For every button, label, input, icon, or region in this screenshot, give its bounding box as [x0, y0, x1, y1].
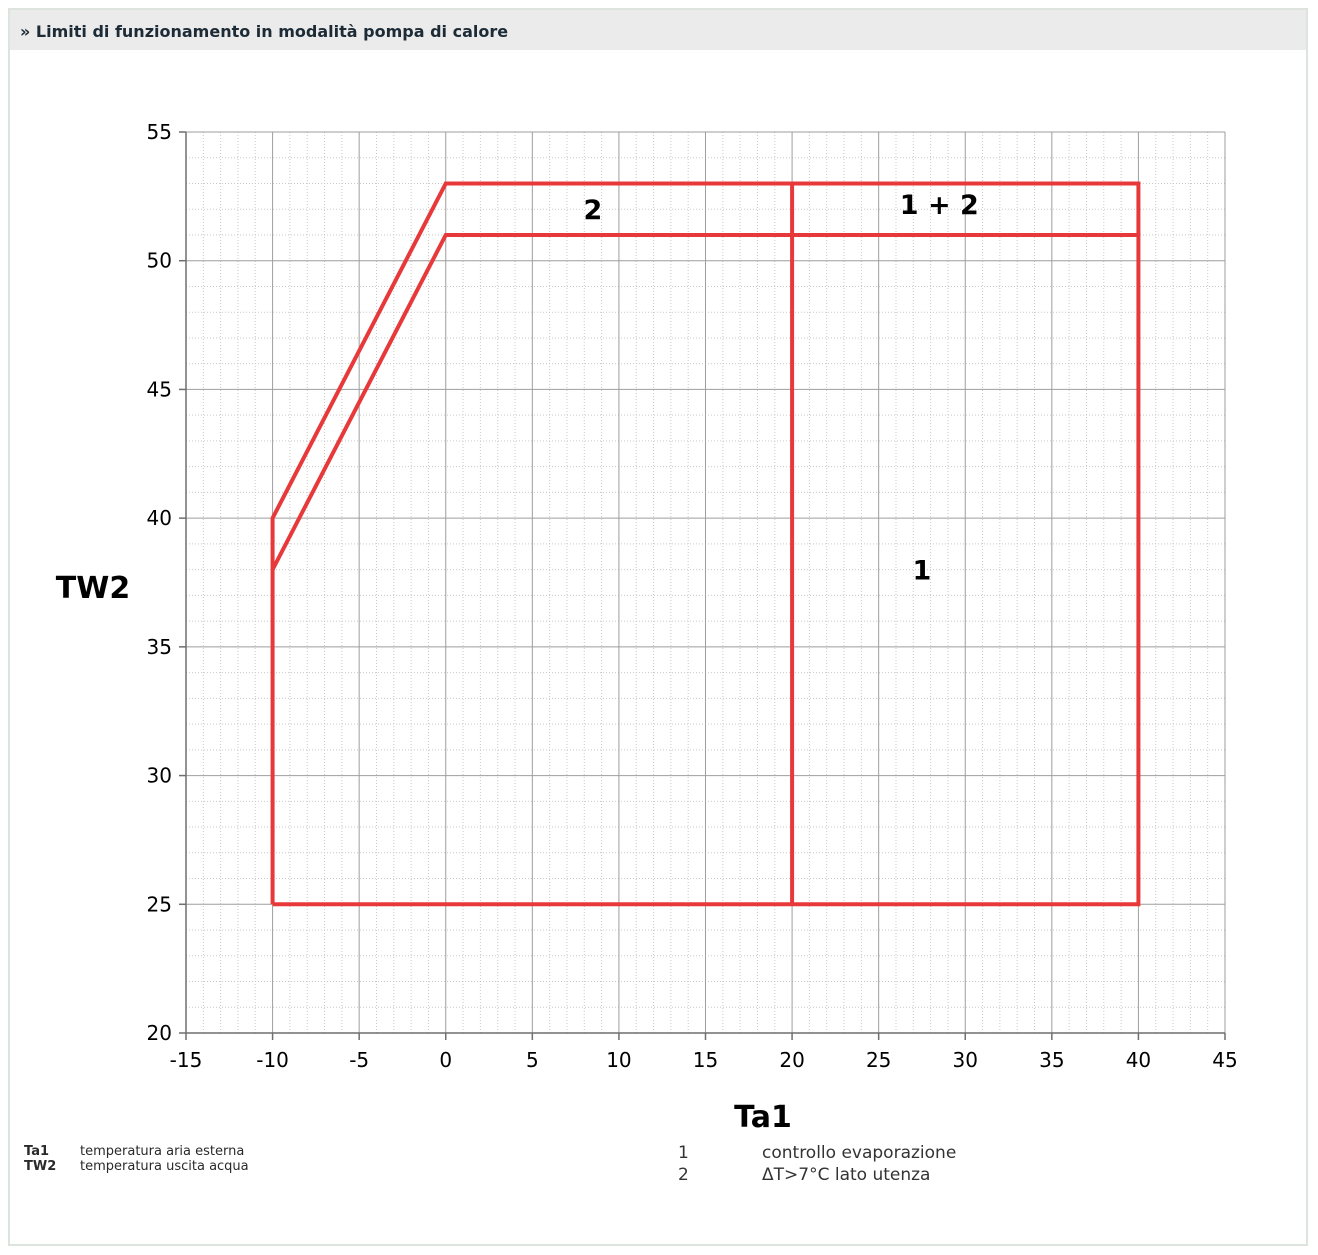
axes [179, 131, 1226, 1040]
panel-header: » Limiti di funzionamento in modalità po… [10, 10, 1306, 50]
legend-desc: controllo evaporazione [762, 1143, 957, 1163]
x-tick-label: 35 [1039, 1048, 1064, 1072]
x-axis-label: Ta1 [734, 1100, 792, 1135]
x-tick-label: 25 [866, 1048, 891, 1072]
legend-row: Ta1 temperatura aria esterna [24, 1144, 249, 1159]
x-tick-label: 20 [779, 1048, 804, 1072]
y-tick-labels: 20 25 30 35 40 45 50 55 [147, 120, 172, 1045]
y-tick-label: 35 [147, 635, 172, 659]
legend-zones: 1 controllo evaporazione 2 ΔT>7°C lato u… [678, 1142, 956, 1186]
legend-row: 1 controllo evaporazione [678, 1142, 956, 1164]
legend-desc: temperatura uscita acqua [80, 1159, 249, 1174]
legend-symbols: Ta1 temperatura aria esterna TW2 tempera… [24, 1144, 249, 1174]
x-tick-labels: -15 -10 -5 0 5 10 15 20 25 30 35 40 45 [170, 1048, 1238, 1072]
series-line [270, 232, 1139, 571]
zone-annotation: 1 + 2 [900, 190, 979, 221]
legend-row: 2 ΔT>7°C lato utenza [678, 1164, 956, 1186]
legend-row: TW2 temperatura uscita acqua [24, 1159, 249, 1174]
chart-panel: » Limiti di funzionamento in modalità po… [8, 8, 1308, 1246]
legend-key: 1 [678, 1143, 689, 1163]
x-tick-label: -10 [256, 1048, 289, 1072]
y-tick-label: 55 [147, 120, 172, 144]
legend-key: TW2 [24, 1159, 57, 1174]
legend-key: Ta1 [24, 1144, 50, 1159]
y-axis-label: TW2 [56, 571, 130, 606]
y-tick-label: 45 [147, 377, 172, 401]
x-tick-label: 5 [526, 1048, 539, 1072]
y-tick-label: 20 [147, 1021, 172, 1045]
y-tick-label: 40 [147, 506, 172, 530]
x-tick-label: 40 [1126, 1048, 1151, 1072]
x-tick-label: -15 [170, 1048, 203, 1072]
y-tick-label: 50 [147, 249, 172, 273]
panel-title: » Limiti di funzionamento in modalità po… [20, 22, 509, 41]
annotations: 2 1 + 2 1 [584, 190, 979, 587]
x-tick-label: 0 [439, 1048, 452, 1072]
legend-key: 2 [678, 1165, 689, 1185]
zone-annotation: 1 [913, 556, 932, 587]
y-tick-label: 30 [147, 764, 172, 788]
zone-annotation: 2 [584, 195, 603, 226]
x-tick-label: 10 [606, 1048, 631, 1072]
x-tick-label: -5 [349, 1048, 369, 1072]
x-tick-label: 45 [1212, 1048, 1237, 1072]
legend-desc: temperatura aria esterna [80, 1144, 245, 1159]
x-tick-label: 15 [693, 1048, 718, 1072]
series-group [270, 181, 1141, 907]
x-tick-label: 30 [953, 1048, 978, 1072]
y-tick-label: 25 [147, 892, 172, 916]
legend-desc: ΔT>7°C lato utenza [762, 1165, 931, 1185]
